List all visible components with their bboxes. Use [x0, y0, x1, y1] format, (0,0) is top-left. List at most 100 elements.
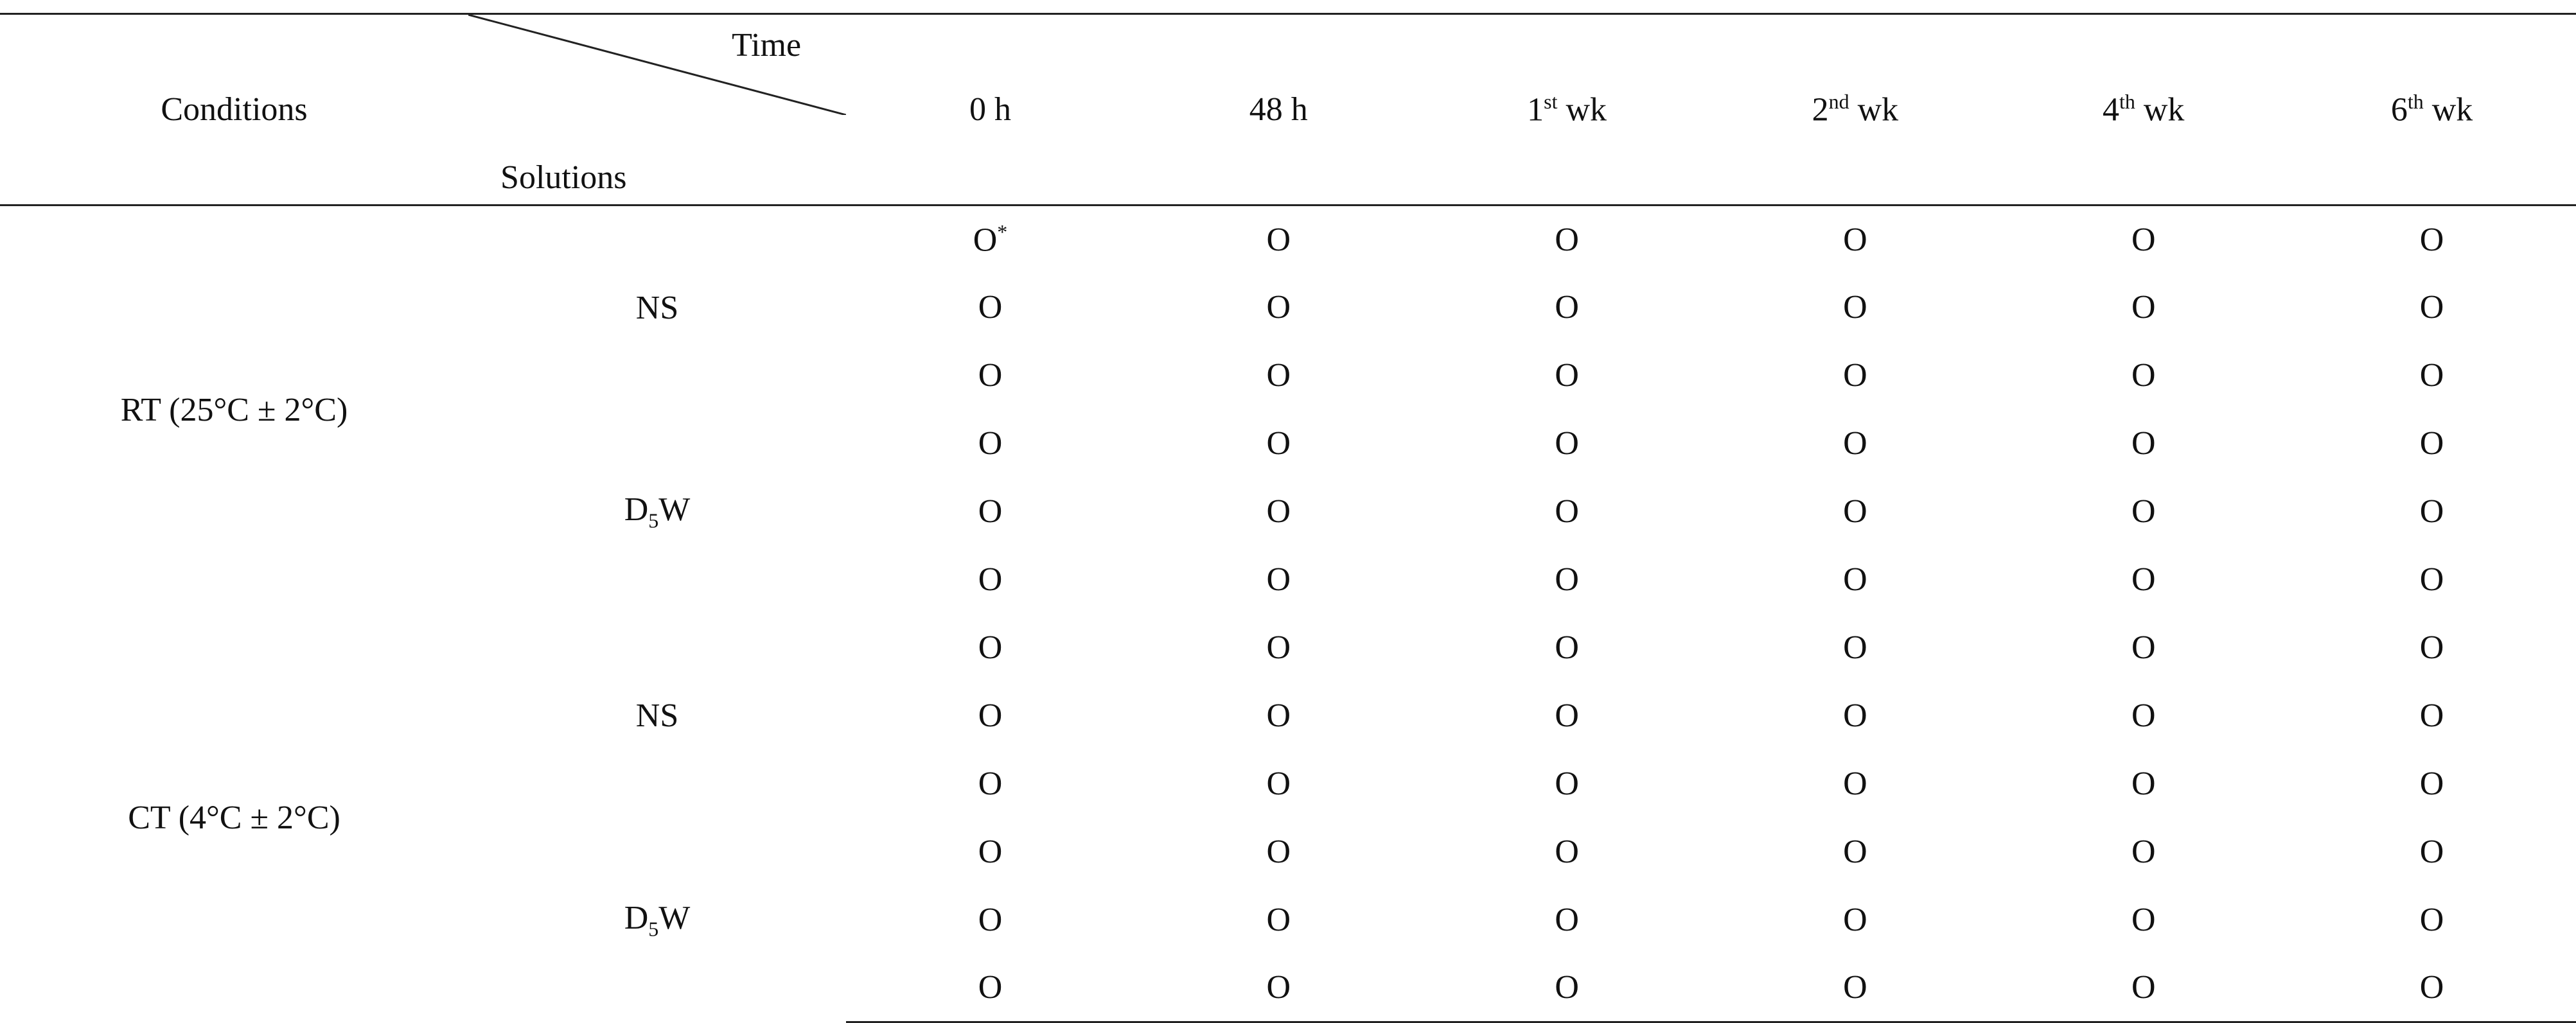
page: Conditions Time Solutions 0 h 48 h 1st wk 2… [0, 13, 2576, 1023]
text-sup: st [1544, 90, 1558, 114]
solution-cell: D5W [468, 410, 846, 614]
result-cell: O [2288, 342, 2576, 410]
text-base: O [978, 357, 1003, 394]
result-cell: O [1711, 274, 2000, 342]
text-base: O [2419, 357, 2444, 394]
text-rest: wk [1557, 91, 1607, 128]
table-row: RT (25°C ± 2°C) NS O* O O O O O [0, 205, 2576, 428]
column-header: 1st wk [1422, 13, 1711, 206]
result-cell: O [846, 274, 1134, 342]
text-base: O [1843, 834, 1867, 870]
result-cell: O [1134, 205, 1423, 274]
result-cell: O [1134, 614, 1423, 682]
result-cell: O [846, 478, 1134, 546]
result-cell: O [1711, 410, 2000, 478]
text-base: O [2419, 289, 2444, 326]
text-base: O [1555, 629, 1579, 666]
result-cell: O [1711, 478, 2000, 546]
result-cell: O [846, 342, 1134, 410]
text-base: O [1266, 969, 1291, 1006]
text-base: O [978, 834, 1003, 870]
result-cell: O [1423, 546, 1711, 614]
result-cell: O [1134, 274, 1423, 342]
table-header: Conditions Time Solutions 0 h 48 h 1st wk 2… [0, 13, 2576, 206]
text-base: O [1843, 629, 1867, 666]
text-base: O [1555, 902, 1579, 938]
result-cell: O [1134, 954, 1423, 1023]
text-sub: 5 [648, 917, 659, 941]
result-cell: O [1711, 886, 2000, 954]
result-cell: O [2288, 614, 2576, 682]
text-rest: wk [2423, 91, 2473, 128]
result-cell: O [1711, 205, 2000, 274]
text-base: O [2419, 697, 2444, 734]
result-cell: O [1999, 818, 2288, 886]
result-cell: O [1423, 410, 1711, 478]
text-base: O [2131, 834, 2156, 870]
text-base: O [978, 493, 1003, 530]
text-base: O [978, 765, 1003, 802]
result-cell: O [1999, 410, 2288, 478]
text-base: O [1843, 902, 1867, 938]
text-base: O [1266, 697, 1291, 734]
text-base: D [624, 491, 649, 528]
table-body: RT (25°C ± 2°C) NS O* O O O O O O O O O O O O O O O O O D5W O… [0, 205, 2576, 1023]
text-base: O [1843, 765, 1867, 802]
text-base: O [2419, 425, 2444, 462]
result-cell: O [1999, 342, 2288, 410]
result-cell: O [1134, 750, 1423, 818]
result-cell: O [846, 886, 1134, 954]
text-base: O [2419, 969, 2444, 1006]
result-cell: O [1999, 614, 2288, 682]
text-base: O [2131, 765, 2156, 802]
result-cell: O [1711, 682, 2000, 750]
text-base: O [2419, 765, 2444, 802]
header-solutions: Solutions [500, 159, 627, 196]
text-sup: nd [1828, 90, 1849, 114]
result-cell: O [1711, 818, 2000, 886]
result-cell: O [2288, 274, 2576, 342]
text-rest: W [658, 491, 691, 528]
result-cell: O [1422, 954, 1711, 1023]
text-base: O [1555, 289, 1579, 326]
result-cell: O [1134, 342, 1423, 410]
result-cell: O [2288, 954, 2576, 1023]
text-base: O [978, 425, 1003, 462]
text-base: O [1555, 561, 1579, 598]
text-base: NS [635, 697, 679, 734]
text-sub: 5 [648, 509, 659, 532]
result-cell: O [1711, 546, 2000, 614]
text-base: O [978, 902, 1003, 938]
text-base: O [2131, 357, 2156, 394]
text-base: 6 [2390, 91, 2408, 128]
header-row: Conditions Time Solutions 0 h 48 h 1st wk 2… [0, 13, 2576, 206]
text-base: O [2131, 629, 2156, 666]
text-base: O [2419, 561, 2444, 598]
result-cell: O [1999, 682, 2288, 750]
text-base: O [1555, 697, 1579, 734]
text-base: O [2419, 834, 2444, 870]
result-cell: O [846, 546, 1134, 614]
text-base: O [1266, 765, 1291, 802]
result-cell: O [846, 410, 1134, 478]
text-base: O [973, 222, 998, 259]
column-header: 48 h [1134, 13, 1423, 206]
text-base: NS [635, 289, 679, 326]
result-cell: O [2288, 682, 2576, 750]
text-base: O [1266, 629, 1291, 666]
text-base: 2 [1812, 91, 1829, 128]
result-cell: O* [846, 205, 1134, 274]
text-base: 48 h [1249, 91, 1308, 128]
result-cell: O [2288, 886, 2576, 954]
column-header: 4th wk [1999, 13, 2288, 206]
text-base: 0 h [969, 91, 1011, 128]
result-cell: O [1423, 478, 1711, 546]
text-base: O [978, 969, 1003, 1006]
stability-table: Conditions Time Solutions 0 h 48 h 1st wk 2… [0, 13, 2576, 1023]
result-cell: O [1423, 750, 1711, 818]
text-base: O [1843, 493, 1867, 530]
